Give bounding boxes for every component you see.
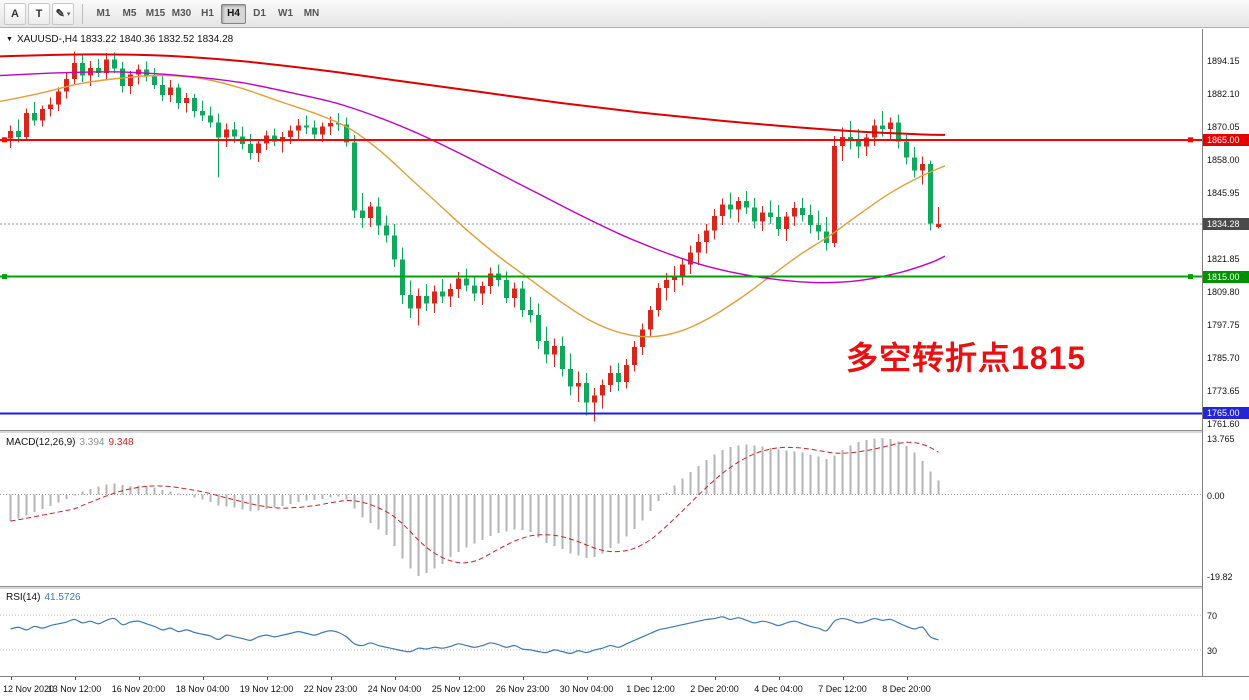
- cursor-tool-icon: A: [11, 7, 19, 20]
- support-line-handle: [2, 274, 7, 280]
- price-axis-label: 1894.15: [1207, 56, 1240, 67]
- time-tick: [458, 677, 460, 680]
- macd-axis-label: 0.00: [1207, 490, 1225, 501]
- time-axis-label: 26 Nov 23:00: [495, 684, 550, 694]
- resistance-line-handle: [2, 137, 7, 143]
- time-tick: [10, 677, 12, 680]
- time-axis-label: 12 Nov 2020: [3, 684, 55, 694]
- time-tick: [586, 677, 588, 680]
- price-axis-label: 1809.80: [1207, 286, 1240, 297]
- time-axis-label: 16 Nov 20:00: [111, 684, 166, 694]
- timeframe-m5-button[interactable]: M5: [122, 8, 137, 19]
- toolbar: A T ✎ ▾ M1 M5 M15 M30 H1 H4 D1 W1 MN: [0, 0, 1249, 28]
- time-tick: [906, 677, 908, 680]
- cursor-tool-button[interactable]: A: [4, 2, 26, 25]
- time-tick: [266, 677, 268, 680]
- time-tick: [330, 677, 332, 680]
- rsi-axis-label: 30: [1207, 645, 1218, 656]
- time-axis-label: 24 Nov 04:00: [367, 684, 422, 694]
- chart-title: ▼ XAUUSD-,H4 1833.22 1840.36 1832.52 183…: [6, 34, 233, 45]
- time-axis-label: 18 Nov 04:00: [175, 684, 230, 694]
- rsi-axis-label: 70: [1207, 611, 1218, 622]
- timeframe-h4-button[interactable]: H4: [221, 3, 246, 24]
- collapse-icon[interactable]: ▼: [6, 36, 13, 43]
- timeframe-m1-button[interactable]: M1: [96, 8, 111, 19]
- price-tag-1765.00: 1765.00: [1203, 407, 1249, 420]
- macd-label: MACD(12,26,9) 3.394 9.348: [6, 437, 134, 448]
- price-axis-label: 1845.95: [1207, 187, 1240, 198]
- timeframe-mn-button[interactable]: MN: [303, 8, 320, 19]
- time-tick: [842, 677, 844, 680]
- time-tick: [714, 677, 716, 680]
- time-tick: [650, 677, 652, 680]
- price-axis[interactable]: 1894.151882.101870.051858.001845.951833.…: [1202, 29, 1249, 676]
- time-axis-label: 13 Nov 12:00: [47, 684, 102, 694]
- macd-histogram: [9, 438, 940, 576]
- panel-splitter-macd[interactable]: [0, 430, 1249, 433]
- price-tag-1834.28: 1834.28: [1203, 217, 1249, 230]
- time-tick: [522, 677, 524, 680]
- time-axis-label: 4 Dec 04:00: [754, 684, 803, 694]
- ma-mid-line: [0, 71, 946, 284]
- time-tick: [138, 677, 140, 680]
- time-axis-label: 7 Dec 12:00: [818, 684, 867, 694]
- time-tick: [202, 677, 204, 680]
- toolbar-separator: [82, 3, 83, 24]
- time-axis-label: 2 Dec 20:00: [690, 684, 739, 694]
- timeframe-group: M1 M5 M15 M30 H1 H4 D1 W1 MN: [91, 3, 324, 24]
- rsi-label: RSI(14) 41.5726: [6, 592, 81, 603]
- main-chart[interactable]: [0, 29, 1202, 430]
- timeframe-m30-button[interactable]: M30: [171, 8, 192, 19]
- ma-fast-line: [0, 74, 946, 338]
- time-axis-label: 30 Nov 04:00: [559, 684, 614, 694]
- timeframe-w1-button[interactable]: W1: [278, 8, 293, 19]
- price-axis-label: 1870.05: [1207, 121, 1240, 132]
- price-axis-label: 1797.75: [1207, 319, 1240, 330]
- macd-panel[interactable]: [0, 433, 1202, 586]
- time-axis-label: 25 Nov 12:00: [431, 684, 486, 694]
- timeframe-m15-button[interactable]: M15: [145, 8, 166, 19]
- macd-signal-value: 9.348: [108, 437, 134, 448]
- time-tick: [74, 677, 76, 680]
- timeframe-h1-button[interactable]: H1: [201, 8, 214, 19]
- rsi-panel[interactable]: [0, 589, 1202, 676]
- chart-title-text: XAUUSD-,H4 1833.22 1840.36 1832.52 1834.…: [16, 34, 234, 45]
- macd-signal-line: [10, 441, 939, 564]
- time-axis-label: 22 Nov 23:00: [303, 684, 358, 694]
- price-axis-label: 1882.10: [1207, 89, 1240, 100]
- support-line-handle: [1188, 274, 1193, 280]
- resistance-line-handle: [1188, 137, 1193, 143]
- caret-down-icon: ▾: [66, 10, 71, 18]
- macd-axis-label: 13.765: [1207, 434, 1235, 445]
- price-axis-label: 1821.85: [1207, 253, 1240, 264]
- time-tick: [394, 677, 396, 680]
- price-axis-label: 1858.00: [1207, 154, 1240, 165]
- timeframe-d1-button[interactable]: D1: [253, 8, 266, 19]
- rsi-line: [10, 616, 939, 654]
- price-axis-label: 1773.65: [1207, 385, 1240, 396]
- price-tag-1865.00: 1865.00: [1203, 133, 1249, 146]
- time-axis[interactable]: 12 Nov 2020 13 Nov 12:00 16 Nov 20:00 18 No…: [0, 676, 1249, 700]
- rsi-name: RSI(14): [6, 592, 41, 603]
- macd-name: MACD(12,26,9): [6, 437, 76, 448]
- text-tool-icon: T: [35, 7, 43, 20]
- rsi-value: 41.5726: [44, 592, 81, 603]
- time-tick: [778, 677, 780, 680]
- panel-splitter-rsi[interactable]: [0, 586, 1249, 589]
- price-tag-1815.00: 1815.00: [1203, 270, 1249, 283]
- ma-slow-line: [0, 53, 946, 136]
- price-axis-label: 1785.70: [1207, 352, 1240, 363]
- time-axis-label: 8 Dec 20:00: [882, 684, 931, 694]
- price-axis-label: 1761.60: [1207, 418, 1240, 429]
- time-axis-label: 1 Dec 12:00: [626, 684, 675, 694]
- macd-axis-label: -19.82: [1207, 571, 1233, 582]
- pencil-icon: ✎: [55, 8, 65, 20]
- time-axis-label: 19 Nov 12:00: [239, 684, 294, 694]
- draw-tool-dropdown[interactable]: ✎ ▾: [52, 2, 74, 25]
- text-tool-button[interactable]: T: [28, 2, 50, 25]
- macd-main-value: 3.394: [79, 437, 105, 448]
- annotation-text[interactable]: 多空转折点1815: [846, 340, 1087, 376]
